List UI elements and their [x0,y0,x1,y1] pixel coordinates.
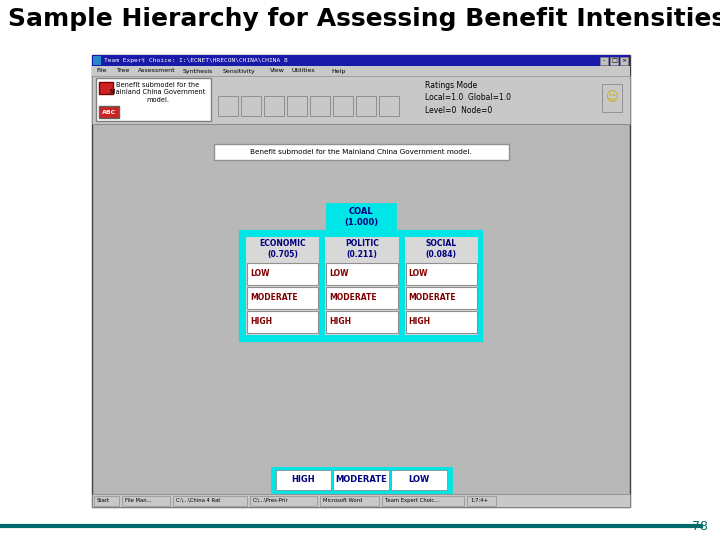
Text: Tree: Tree [117,69,130,73]
FancyBboxPatch shape [99,82,113,94]
Text: Benefit submodel for the
Mainland China Government
model.: Benefit submodel for the Mainland China … [110,82,205,103]
FancyBboxPatch shape [276,470,331,490]
FancyBboxPatch shape [241,232,481,340]
FancyBboxPatch shape [379,96,399,116]
FancyBboxPatch shape [122,496,170,506]
FancyBboxPatch shape [324,236,400,336]
FancyBboxPatch shape [99,106,119,118]
Text: LOW: LOW [409,269,428,279]
FancyBboxPatch shape [600,57,608,65]
FancyBboxPatch shape [467,496,496,506]
FancyBboxPatch shape [271,468,451,492]
FancyBboxPatch shape [326,287,397,309]
FancyBboxPatch shape [92,494,630,507]
FancyBboxPatch shape [405,263,477,285]
Text: ☺: ☺ [606,91,618,105]
Text: C:\...\China 4 Rat: C:\...\China 4 Rat [176,498,220,503]
FancyBboxPatch shape [326,311,397,333]
FancyBboxPatch shape [310,96,330,116]
FancyBboxPatch shape [264,96,284,116]
Text: SOCIAL
(0.084): SOCIAL (0.084) [426,239,457,259]
FancyBboxPatch shape [93,56,101,65]
Text: LOW: LOW [408,476,429,484]
FancyBboxPatch shape [405,311,477,333]
Text: 78: 78 [692,519,708,532]
Text: LOW: LOW [329,269,348,279]
Text: MODERATE: MODERATE [335,476,387,484]
Text: MODERATE: MODERATE [409,294,456,302]
FancyBboxPatch shape [333,470,389,490]
Text: Help: Help [332,69,346,73]
FancyBboxPatch shape [218,96,238,116]
FancyBboxPatch shape [96,78,211,121]
FancyBboxPatch shape [94,496,119,506]
Text: HIGH: HIGH [292,476,315,484]
Text: HIGH: HIGH [329,318,351,327]
Text: ECONOMIC
(0.705): ECONOMIC (0.705) [259,239,306,259]
Text: Start: Start [97,498,110,503]
Text: File: File [96,69,107,73]
FancyBboxPatch shape [620,57,628,65]
FancyBboxPatch shape [92,66,630,76]
Text: File Man...: File Man... [125,498,151,503]
Text: LOW: LOW [250,269,269,279]
Text: Synthesis: Synthesis [182,69,212,73]
FancyBboxPatch shape [173,496,247,506]
FancyBboxPatch shape [602,84,622,112]
Text: HIGH: HIGH [409,318,431,327]
FancyBboxPatch shape [92,55,630,507]
Text: Utilities: Utilities [292,69,315,73]
Text: 1:7:4+: 1:7:4+ [470,498,488,503]
FancyBboxPatch shape [92,55,630,66]
Text: Sensitivity: Sensitivity [222,69,256,73]
Text: MODERATE: MODERATE [329,294,377,302]
Text: C:\...\Pres-Prir: C:\...\Pres-Prir [253,498,289,503]
FancyBboxPatch shape [247,311,318,333]
Text: MODERATE: MODERATE [250,294,297,302]
Text: POLITIC
(0.211): POLITIC (0.211) [345,239,379,259]
Text: Benefit submodel for the Mainland China Government model.: Benefit submodel for the Mainland China … [250,149,472,155]
FancyBboxPatch shape [356,96,376,116]
FancyBboxPatch shape [92,76,630,124]
FancyBboxPatch shape [247,287,318,309]
FancyBboxPatch shape [214,144,508,160]
Text: ×: × [621,58,626,64]
FancyBboxPatch shape [251,496,317,506]
FancyBboxPatch shape [247,263,318,285]
FancyBboxPatch shape [326,263,397,285]
FancyBboxPatch shape [245,236,320,336]
FancyBboxPatch shape [610,57,618,65]
FancyBboxPatch shape [405,287,477,309]
FancyBboxPatch shape [404,236,479,336]
Text: -: - [603,58,605,64]
Text: Sample Hierarchy for Assessing Benefit Intensities: Sample Hierarchy for Assessing Benefit I… [8,7,720,31]
Text: ABC: ABC [102,110,116,114]
FancyBboxPatch shape [391,470,446,490]
Text: Assessment: Assessment [138,69,176,73]
FancyBboxPatch shape [241,96,261,116]
FancyBboxPatch shape [287,96,307,116]
Text: COAL
(1.000): COAL (1.000) [344,207,378,227]
Text: Team Expert Choice: I:\ECNET\HRECON\CHINA\CHINA 8: Team Expert Choice: I:\ECNET\HRECON\CHIN… [104,58,288,63]
Text: Microsoft Word: Microsoft Word [323,498,362,503]
FancyBboxPatch shape [382,496,464,506]
Text: Ratings Mode
Local=1.0  Global=1.0
Level=0  Node=0: Ratings Mode Local=1.0 Global=1.0 Level=… [425,81,511,115]
Text: Team Expert Choic...: Team Expert Choic... [385,498,439,503]
Text: View: View [271,69,285,73]
Text: HIGH: HIGH [250,318,272,327]
FancyBboxPatch shape [320,496,379,506]
FancyBboxPatch shape [327,204,395,230]
FancyBboxPatch shape [333,96,353,116]
Text: □: □ [611,58,617,64]
